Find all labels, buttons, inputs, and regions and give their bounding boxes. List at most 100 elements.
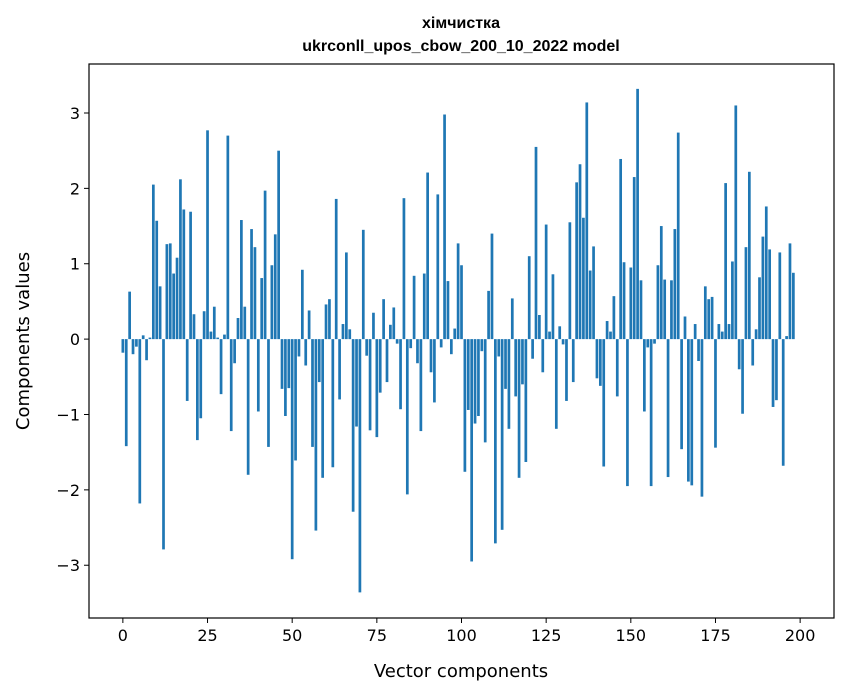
bar [128, 291, 131, 340]
bar [622, 262, 626, 340]
bar [317, 339, 321, 383]
bar [270, 265, 274, 340]
bar [598, 339, 602, 386]
bar [179, 179, 182, 340]
bar [703, 286, 707, 340]
y-tick-label: −3 [56, 556, 80, 575]
bar [771, 339, 775, 407]
bar [670, 280, 673, 340]
bar [744, 247, 748, 340]
x-tick-label: 150 [616, 626, 647, 645]
bar [483, 339, 487, 443]
bar [747, 171, 751, 340]
bar [724, 183, 727, 340]
bar [754, 329, 758, 340]
x-tick-label: 0 [118, 626, 128, 645]
bar [585, 102, 589, 340]
bar [646, 339, 650, 348]
bar [304, 339, 308, 366]
bar [172, 273, 176, 340]
bar [155, 220, 159, 340]
bar [443, 114, 446, 340]
x-tick-label: 50 [282, 626, 302, 645]
bar [162, 339, 165, 550]
bar [412, 275, 416, 340]
y-tick-label: 2 [70, 179, 80, 198]
bar [460, 265, 463, 340]
bar [439, 339, 443, 348]
y-tick-label: −1 [56, 405, 80, 424]
bar [676, 132, 680, 340]
bar [649, 339, 653, 487]
bar [395, 339, 399, 344]
bar [338, 339, 341, 400]
bar [500, 339, 504, 530]
bar [355, 339, 358, 427]
bar [256, 339, 260, 412]
bar [663, 279, 667, 340]
bar [141, 335, 145, 340]
y-tick-label: −2 [56, 481, 80, 500]
bar [629, 267, 633, 340]
bar [189, 211, 192, 340]
bar [273, 234, 277, 340]
bar [402, 198, 406, 340]
bar [209, 331, 213, 340]
bar [294, 339, 297, 461]
bar [700, 339, 704, 497]
bar [534, 146, 538, 340]
bar [504, 339, 507, 389]
bar [609, 331, 612, 340]
bar [341, 324, 345, 340]
bar [345, 252, 348, 340]
bar [626, 339, 629, 487]
bar [778, 252, 782, 340]
bar [588, 270, 592, 340]
bar [311, 339, 314, 447]
bar [456, 243, 460, 340]
bar [463, 339, 467, 472]
chart-title: хімчистка [422, 15, 500, 32]
bar [717, 324, 721, 340]
bar [246, 339, 250, 475]
bar [135, 339, 138, 347]
bar [348, 329, 352, 340]
plot-frame [88, 63, 835, 619]
bar [389, 324, 392, 340]
bar [436, 194, 440, 340]
bar [558, 326, 562, 340]
bar [731, 261, 734, 340]
bar [653, 339, 656, 344]
x-tick-label: 125 [531, 626, 562, 645]
bar [714, 339, 717, 448]
bar [605, 321, 609, 340]
bar [399, 339, 402, 410]
bar [148, 337, 152, 340]
bar [548, 331, 551, 340]
bar [792, 272, 795, 340]
bar [250, 229, 253, 340]
bar [382, 299, 385, 340]
bar [538, 315, 541, 340]
bar [683, 316, 687, 340]
bar [480, 339, 484, 352]
bar [168, 243, 172, 340]
bar [334, 198, 338, 340]
bar [165, 244, 169, 340]
bar [615, 339, 619, 397]
bar [378, 339, 382, 393]
bar [375, 339, 379, 438]
bar [226, 135, 230, 340]
bar [422, 273, 426, 340]
bar [494, 339, 497, 544]
bar [433, 339, 436, 403]
bar [138, 339, 142, 504]
bar [233, 339, 236, 364]
bar [659, 226, 663, 340]
bar [507, 339, 511, 429]
bar [199, 339, 203, 419]
bar [531, 339, 534, 359]
bar [490, 233, 494, 340]
bar [297, 339, 301, 357]
